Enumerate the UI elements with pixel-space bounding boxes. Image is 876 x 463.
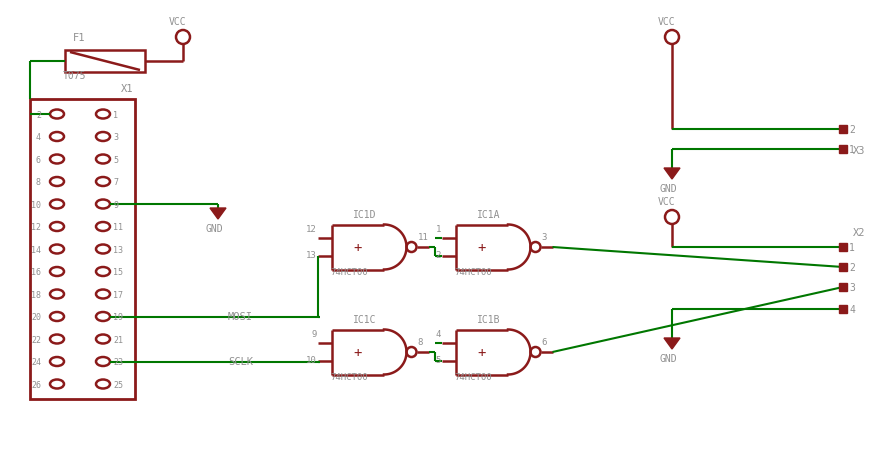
Text: 1: 1 [849,144,855,155]
Text: 4: 4 [435,329,441,338]
Text: 74HCT00: 74HCT00 [330,268,368,277]
Text: 2: 2 [36,111,41,120]
Bar [30,100,135,399]
Text: 13: 13 [113,245,123,255]
Text: IC1D: IC1D [353,210,377,220]
Text: 24: 24 [31,358,41,367]
Text: IC1B: IC1B [477,315,500,325]
Text: GND: GND [660,353,678,363]
Text: 12: 12 [307,224,317,233]
Bar [839,126,847,134]
Text: GND: GND [206,224,223,233]
Text: MOSI: MOSI [228,312,253,322]
Text: 2: 2 [435,251,441,260]
Text: IC1A: IC1A [477,210,500,220]
Bar [65,51,145,73]
Text: +: + [353,240,362,255]
Text: 11: 11 [113,223,123,232]
Text: 9: 9 [312,329,317,338]
Text: 2: 2 [849,125,855,135]
Text: 4: 4 [36,133,41,142]
Polygon shape [210,208,226,219]
Text: 10: 10 [307,356,317,365]
Text: 16: 16 [31,268,41,277]
Text: 74HCT00: 74HCT00 [454,268,491,277]
Text: +: + [477,240,485,255]
Bar [839,305,847,313]
Text: VCC: VCC [658,17,675,27]
Text: 2: 2 [849,263,855,272]
Text: SCLK: SCLK [228,357,253,367]
Text: 23: 23 [113,358,123,367]
Text: 8: 8 [36,178,41,187]
Text: 3: 3 [849,282,855,292]
Text: 12: 12 [31,223,41,232]
Text: 19: 19 [113,313,123,322]
Text: 74HCT00: 74HCT00 [454,373,491,382]
Text: 5: 5 [113,156,118,165]
Text: VCC: VCC [169,17,187,27]
Text: +: + [477,345,485,359]
Text: 26: 26 [31,380,41,389]
Text: 1: 1 [113,111,118,120]
Text: 15: 15 [113,268,123,277]
Text: GND: GND [660,184,678,194]
Text: IC1C: IC1C [353,315,377,325]
Text: 21: 21 [113,335,123,344]
Text: X3: X3 [853,146,865,156]
Bar [839,263,847,271]
Text: 13: 13 [307,251,317,260]
Polygon shape [664,338,680,349]
Text: F1: F1 [73,33,86,43]
Text: 7: 7 [113,178,118,187]
Text: 11: 11 [418,232,428,242]
Text: X1: X1 [121,84,133,94]
Text: 14: 14 [31,245,41,255]
Text: 3: 3 [113,133,118,142]
Text: +: + [353,345,362,359]
Text: X2: X2 [853,227,865,238]
Text: 8: 8 [418,337,423,346]
Bar [839,283,847,291]
Text: 9: 9 [113,200,118,210]
Text: 25: 25 [113,380,123,389]
Polygon shape [664,169,680,180]
Bar [839,146,847,154]
Text: 3: 3 [541,232,547,242]
Text: 4: 4 [849,304,855,314]
Text: 18: 18 [31,290,41,300]
Text: 6: 6 [541,337,547,346]
Text: 6: 6 [36,156,41,165]
Text: 74HCT00: 74HCT00 [330,373,368,382]
Text: 1: 1 [435,224,441,233]
Text: 5: 5 [435,356,441,365]
Bar [839,244,847,251]
Text: 1: 1 [849,243,855,252]
Text: T075: T075 [63,71,87,81]
Text: VCC: VCC [658,197,675,206]
Text: 20: 20 [31,313,41,322]
Text: 10: 10 [31,200,41,210]
Text: 17: 17 [113,290,123,300]
Text: 22: 22 [31,335,41,344]
